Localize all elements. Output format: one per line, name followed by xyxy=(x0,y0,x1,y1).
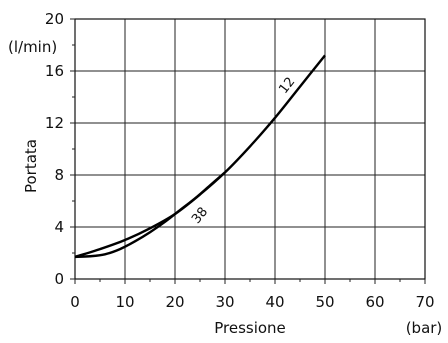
y-axis-title: Portata xyxy=(22,139,40,193)
x-tick-label: 70 xyxy=(415,293,434,311)
grid xyxy=(74,18,426,280)
x-axis-title: Pressione xyxy=(214,319,286,337)
x-tick-label: 40 xyxy=(265,293,284,311)
series-lines xyxy=(74,54,326,259)
curve-label-38: 38 xyxy=(189,205,211,227)
y-tick-label: 4 xyxy=(54,218,64,236)
x-axis-unit: (bar) xyxy=(406,319,443,337)
y-tick-label: 12 xyxy=(45,114,64,132)
series-line-38 xyxy=(74,171,226,259)
y-axis-unit: (l/min) xyxy=(8,38,57,56)
x-tick-label: 10 xyxy=(115,293,134,311)
x-tick-label: 50 xyxy=(315,293,334,311)
y-tick-label: 0 xyxy=(54,270,64,288)
y-tick-label: 16 xyxy=(45,62,64,80)
x-tick-label: 60 xyxy=(365,293,384,311)
y-tick-label: 20 xyxy=(45,10,64,28)
x-tick-label: 0 xyxy=(70,293,80,311)
x-tick-label: 30 xyxy=(215,293,234,311)
x-tick-label: 20 xyxy=(165,293,184,311)
tick-labels: 0 10 20 30 40 50 60 70 0 4 8 12 16 20 xyxy=(45,10,435,311)
tick-marks xyxy=(70,18,426,284)
y-tick-label: 8 xyxy=(54,166,64,184)
